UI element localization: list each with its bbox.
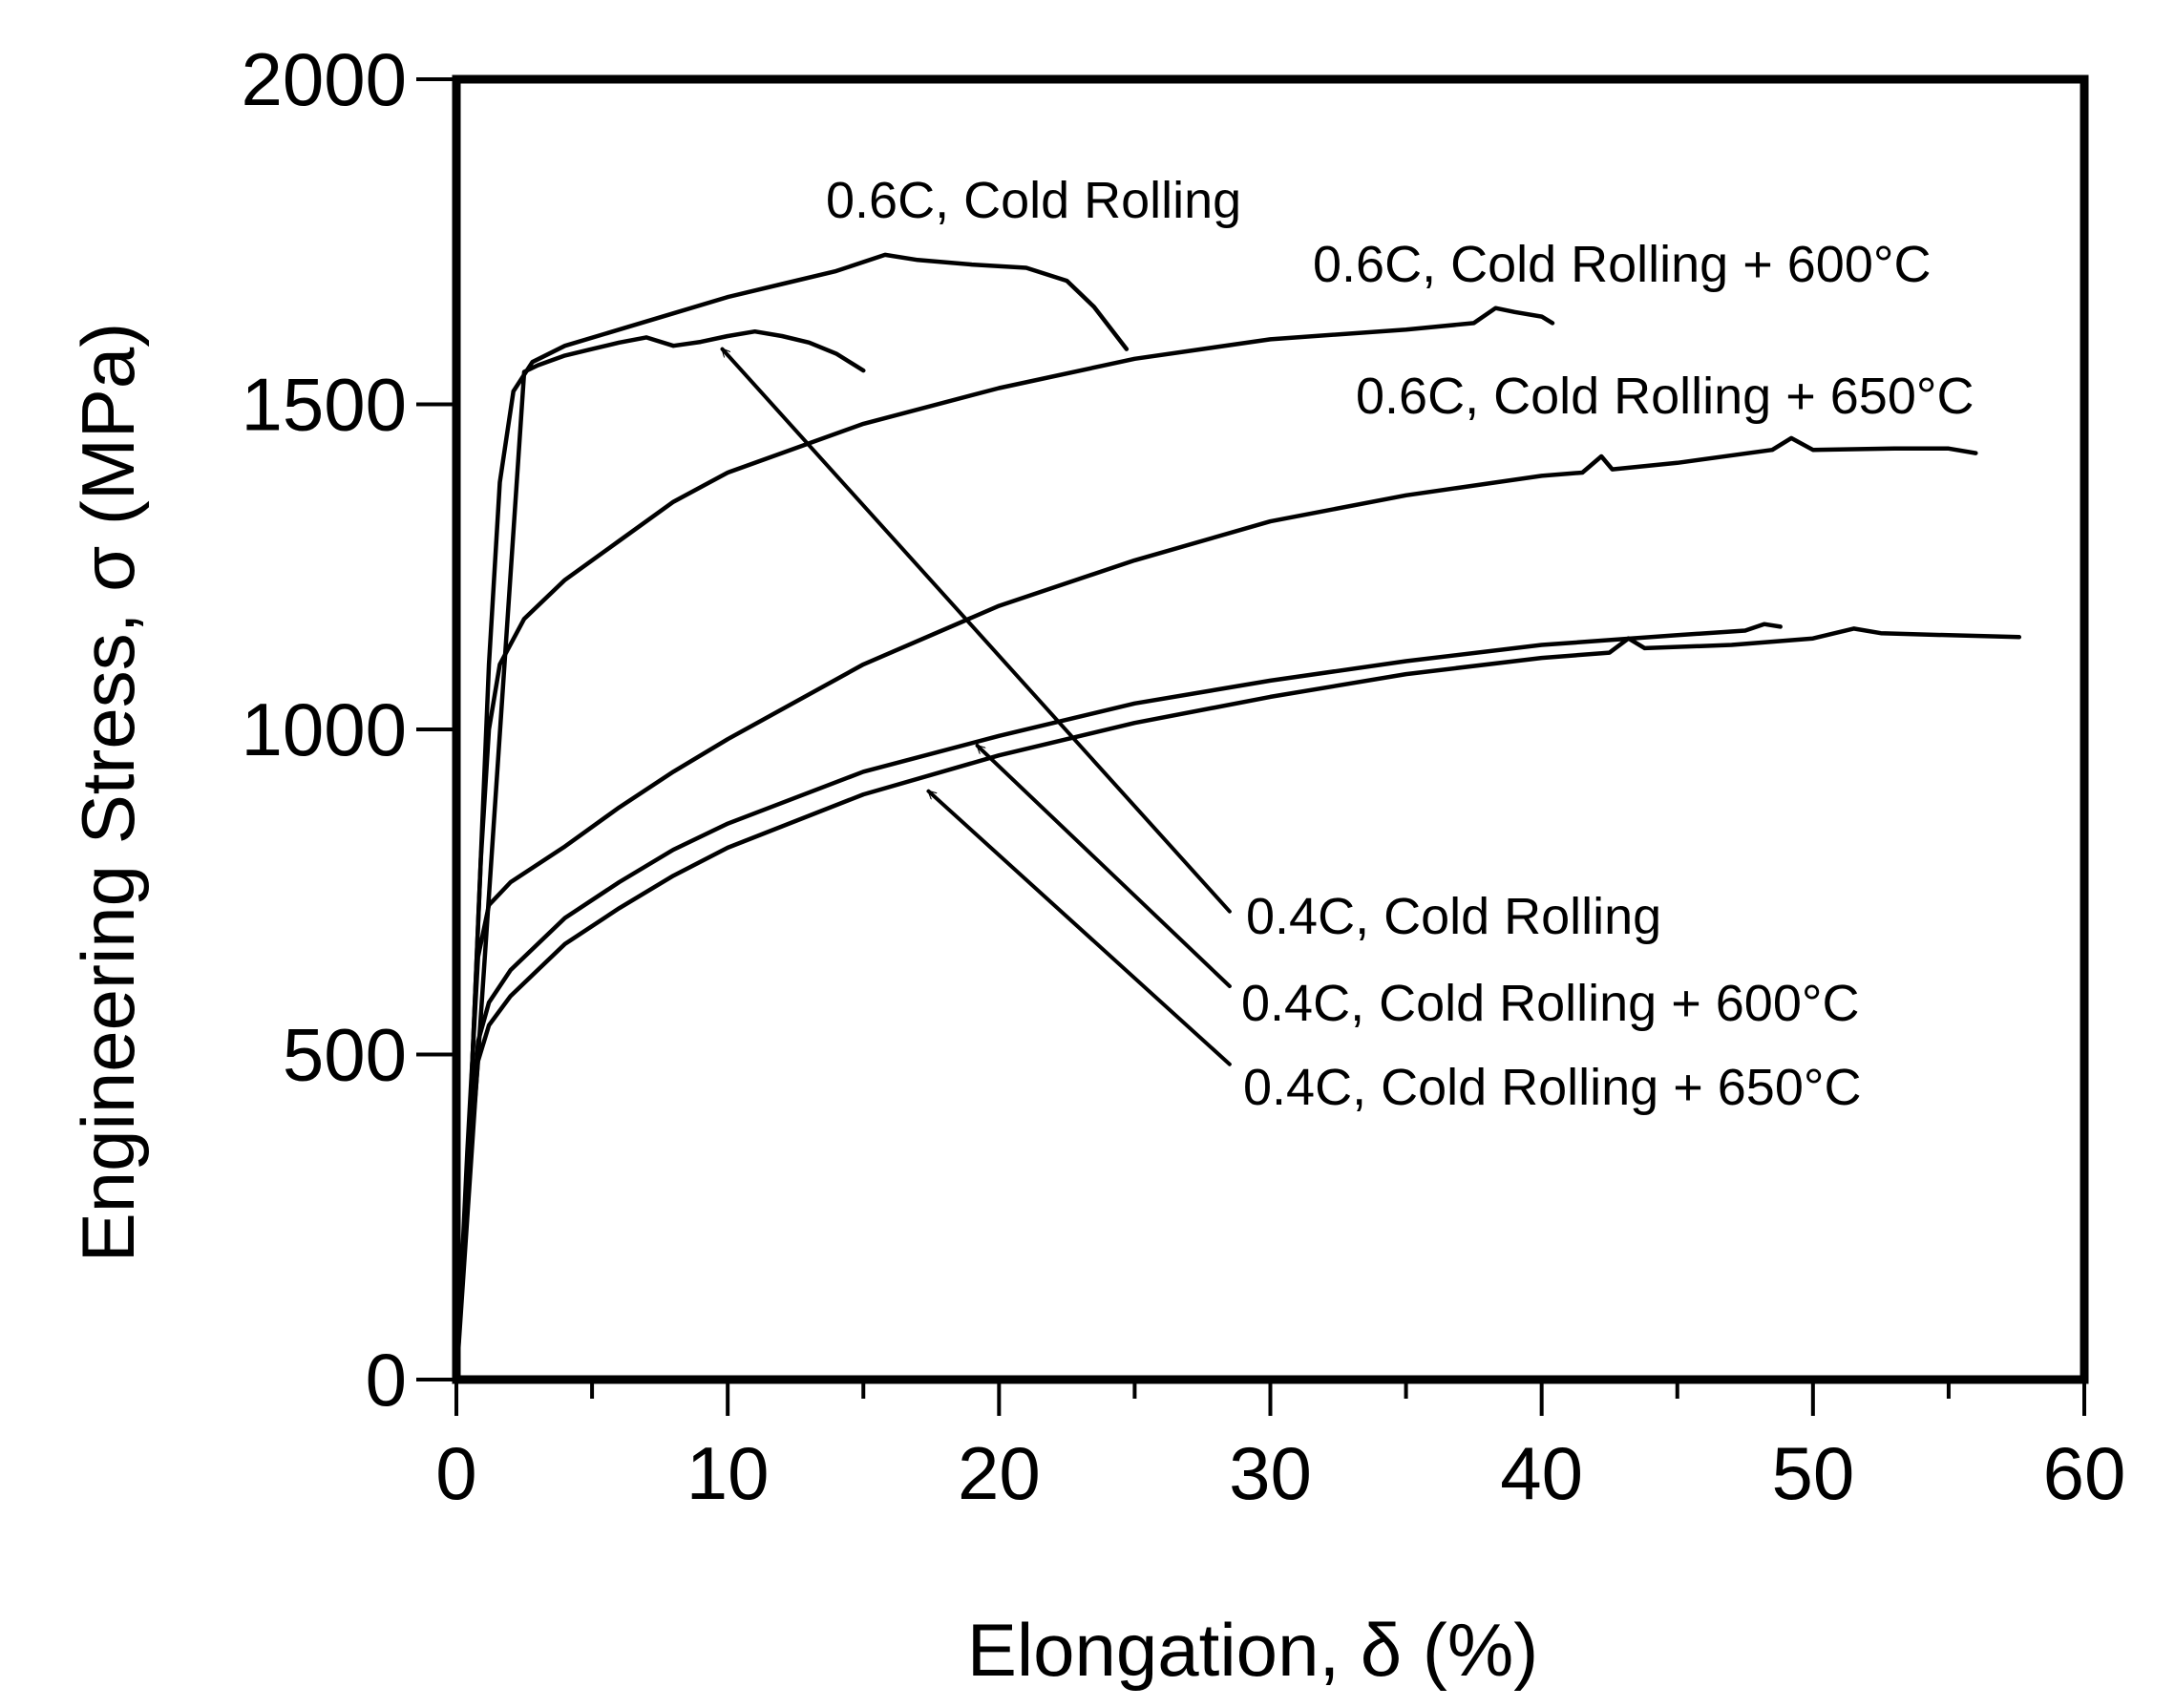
series-label-0-4c-cold-rolling: 0.4C, Cold Rolling (1246, 888, 1661, 945)
y-tick-label: 1000 (241, 687, 407, 771)
x-axis-title: Elongation, δ (%) (967, 1608, 1538, 1692)
x-tick-label: 0 (435, 1431, 476, 1515)
x-tick-label: 40 (1500, 1431, 1583, 1515)
arrow-0-4c-cold-rolling-600c (975, 744, 1232, 988)
series-line-0-4c-cold-rolling-650c (454, 626, 2022, 1382)
x-tick-label: 10 (686, 1431, 770, 1515)
series-label-0-6c-cold-rolling-650c: 0.6C, Cold Rolling + 650°C (1356, 368, 1974, 425)
y-tick-label: 0 (366, 1338, 407, 1422)
x-tick-label: 20 (958, 1431, 1041, 1515)
x-tick-label: 50 (1771, 1431, 1854, 1515)
arrow-0-4c-cold-rolling-650c (926, 789, 1232, 1066)
series-line-0-4c-cold-rolling-600c (454, 622, 1783, 1382)
x-tick-label: 30 (1229, 1431, 1312, 1515)
y-tick-label: 500 (283, 1013, 407, 1097)
y-axis-title: Engineering Stress, σ (MPa) (66, 323, 150, 1263)
series-line-0-4c-cold-rolling (454, 328, 866, 1382)
series-label-0-6c-cold-rolling: 0.6C, Cold Rolling (826, 172, 1241, 229)
series-label-0-6c-cold-rolling-600c: 0.6C, Cold Rolling + 600°C (1313, 236, 1931, 293)
x-tick-label: 60 (2043, 1431, 2126, 1515)
arrow-0-4c-cold-rolling (720, 347, 1232, 914)
series-line-0-6c-cold-rolling-600c (454, 306, 1555, 1382)
series-label-0-4c-cold-rolling-600c: 0.4C, Cold Rolling + 600°C (1241, 975, 1859, 1032)
y-tick-label: 2000 (241, 37, 407, 121)
series-line-0-6c-cold-rolling-650c (454, 435, 1978, 1382)
series-label-0-4c-cold-rolling-650c: 0.4C, Cold Rolling + 650°C (1243, 1059, 1861, 1116)
series-line-0-6c-cold-rolling (454, 252, 1130, 1382)
y-tick-label: 1500 (241, 363, 407, 447)
